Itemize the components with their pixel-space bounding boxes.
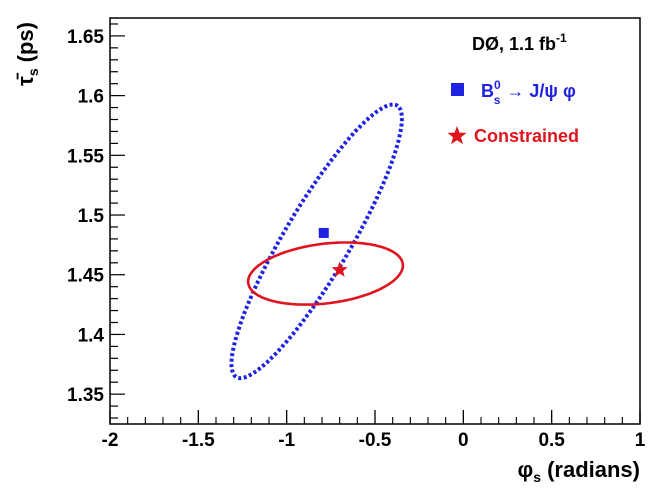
experiment-label: DØ, 1.1 fb-1 — [472, 31, 567, 54]
y-tick-label: 1.35 — [67, 385, 104, 406]
x-tick-label: -1.5 — [182, 430, 215, 451]
data-points — [318, 227, 348, 277]
y-axis-ticks: 1.35 1.4 1.45 1.5 1.55 1.6 1.65 — [67, 23, 125, 419]
x-tick-label: 0 — [458, 430, 469, 451]
y-tick-label: 1.6 — [78, 87, 104, 108]
legend-entry-bs-jpsi-phi: B0 s → J/ψ φ — [451, 78, 576, 107]
y-tick-label: 1.55 — [67, 146, 104, 167]
y-tick-label: 1.5 — [78, 206, 105, 227]
x-axis-ticks: -2 -1.5 -1 -0.5 0 0.5 1 — [102, 410, 646, 451]
x-tick-label: -0.5 — [359, 430, 392, 451]
y-axis-title: τ̄s(ps) — [13, 22, 41, 86]
legend-label-bs-jpsi-phi: B0 s → J/ψ φ — [481, 78, 576, 107]
x-tick-label: 0.5 — [538, 430, 565, 451]
bs-jpsi-phi-contour — [229, 102, 404, 381]
legend-entry-constrained: Constrained — [447, 126, 579, 146]
y-tick-label: 1.65 — [67, 27, 104, 48]
x-axis-title: φs (radians) — [518, 457, 640, 485]
y-tick-label: 1.45 — [67, 266, 104, 287]
constrained-point — [331, 261, 348, 277]
constrained-contour — [246, 241, 405, 306]
legend-label-constrained: Constrained — [474, 126, 579, 146]
contours — [229, 102, 405, 381]
x-tick-label: 1 — [635, 430, 646, 451]
plot-frame — [109, 17, 641, 425]
y-tick-label: 1.4 — [78, 325, 105, 346]
legend: B0 s → J/ψ φ Constrained — [447, 78, 579, 146]
bs-jpsi-phi-point — [318, 227, 329, 238]
legend-square-marker — [451, 83, 464, 96]
legend-star-marker — [447, 126, 467, 145]
x-tick-label: -2 — [102, 430, 119, 451]
x-tick-label: -1 — [278, 430, 295, 451]
